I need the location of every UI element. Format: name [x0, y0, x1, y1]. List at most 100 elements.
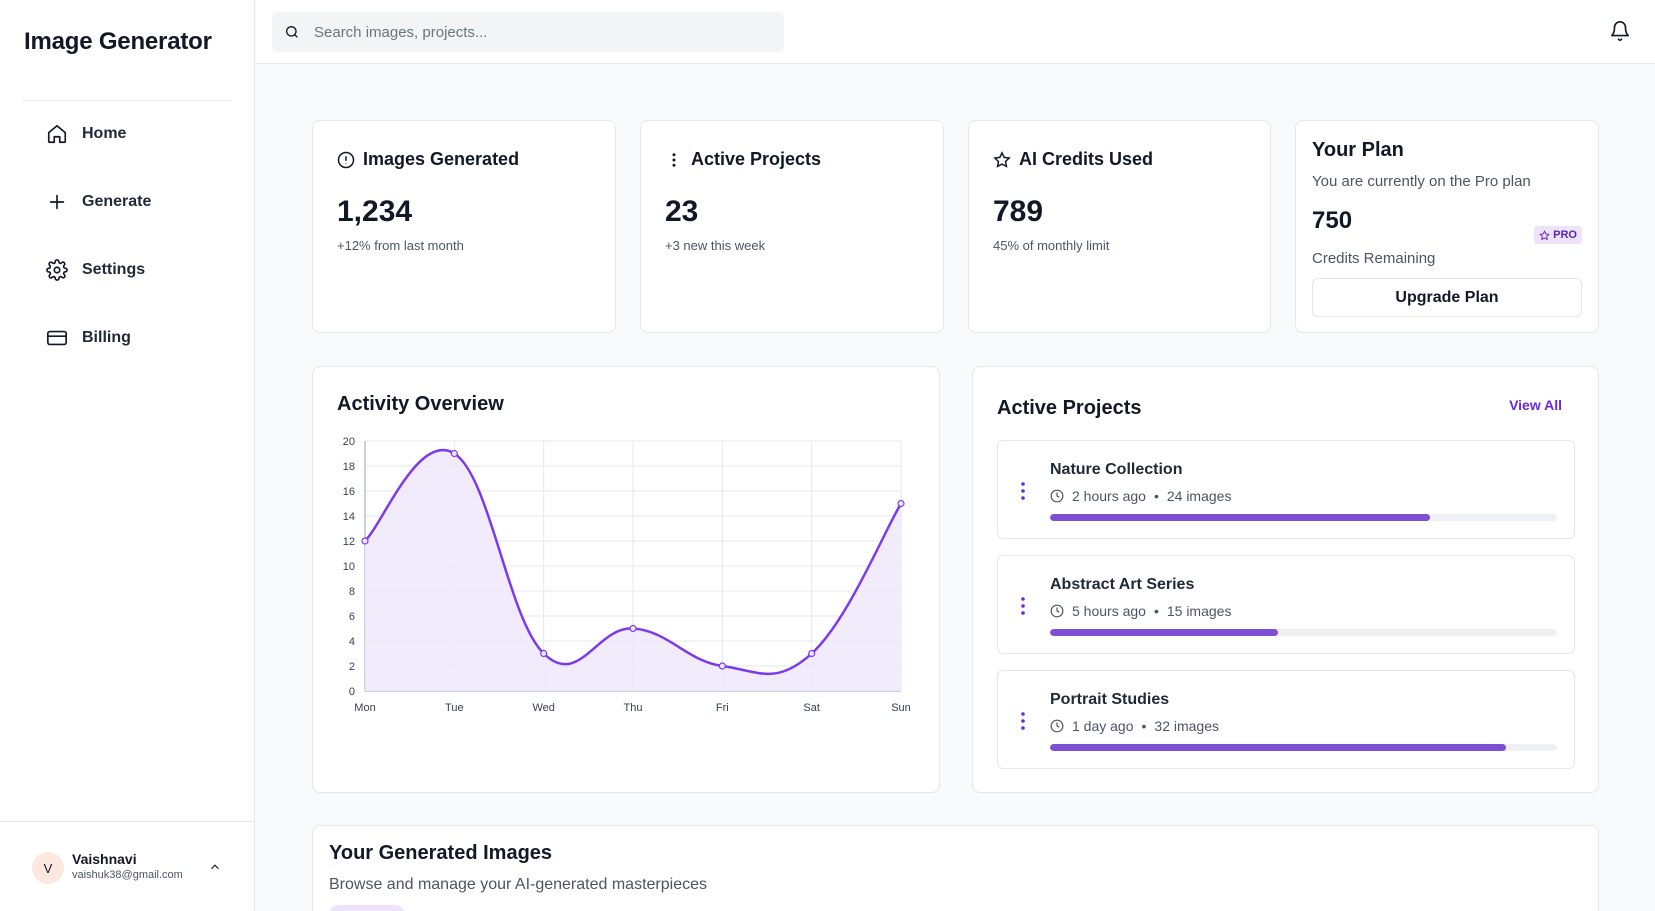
progress-fill — [1050, 744, 1507, 751]
app-title: Image Generator — [24, 28, 212, 55]
projects-title: Active Projects — [997, 397, 1142, 419]
sidebar-item-settings[interactable]: Settings — [23, 248, 231, 292]
data-point — [629, 624, 637, 633]
separator: • — [1153, 603, 1159, 619]
pro-badge: PRO — [1534, 226, 1582, 244]
upgrade-plan-button[interactable]: Upgrade Plan — [1312, 278, 1582, 317]
data-point — [897, 499, 905, 508]
home-icon — [47, 124, 67, 144]
user-menu[interactable]: V Vaishnavi vaishuk38@gmail.com — [0, 821, 255, 911]
project-image-count: 15 images — [1166, 603, 1232, 619]
projects-card: Active Projects View All Nature Collecti… — [972, 366, 1599, 793]
project-progress — [1050, 629, 1557, 636]
generated-title: Your Generated Images — [329, 842, 553, 864]
search-icon — [286, 26, 298, 38]
project-item[interactable]: Abstract Art Series 5 hours ago • 15 ima… — [997, 555, 1575, 654]
y-tick-label: 10 — [343, 561, 355, 573]
stat-value: 1,234 — [337, 195, 413, 228]
plan-description: You are currently on the Pro plan — [1312, 173, 1531, 190]
sidebar-item-label: Generate — [82, 193, 152, 210]
divider — [23, 100, 231, 101]
y-tick-label: 2 — [349, 661, 355, 673]
project-meta: 1 day ago • 32 images — [1050, 718, 1219, 734]
x-tick-label: Fri — [716, 702, 729, 714]
activity-chart: 0 2 4 6 8 10 12 14 16 18 20 Mon Tue Wed Thu Fri Sat Sun — [343, 436, 911, 714]
project-item[interactable]: Nature Collection 2 hours ago • 24 image… — [997, 440, 1575, 539]
x-tick-label: Sat — [803, 702, 820, 714]
stat-subtext: 45% of monthly limit — [993, 238, 1110, 253]
project-time: 2 hours ago — [1072, 488, 1146, 504]
x-tick-label: Mon — [354, 702, 375, 714]
stat-value: 789 — [993, 195, 1044, 228]
stat-title-text: Images Generated — [363, 149, 520, 169]
bell-icon[interactable] — [1609, 20, 1631, 42]
stat-card-projects: Active Projects 23 +3 new this week — [640, 120, 944, 333]
more-vertical-icon — [672, 152, 676, 167]
data-point — [718, 662, 726, 670]
search-box — [272, 12, 784, 52]
project-name: Abstract Art Series — [1050, 576, 1195, 593]
separator: • — [1153, 488, 1159, 504]
more-vertical-icon[interactable] — [1018, 596, 1028, 616]
y-tick-label: 4 — [349, 636, 355, 648]
activity-card: Activity Overview 0 2 4 6 8 10 12 14 16 18 20 Mon Tu… — [312, 366, 940, 793]
stat-subtext: +3 new this week — [665, 238, 766, 253]
project-time: 1 day ago — [1072, 718, 1134, 734]
plan-card: Your Plan You are currently on the Pro p… — [1295, 120, 1599, 333]
top-header — [256, 0, 1655, 64]
stat-title: AI Credits Used — [993, 149, 1153, 170]
sidebar-item-generate[interactable]: Generate — [23, 180, 231, 224]
more-vertical-icon[interactable] — [1018, 711, 1028, 731]
stat-value: 23 — [665, 195, 699, 228]
more-vertical-icon[interactable] — [1018, 481, 1028, 501]
area-fill — [365, 449, 901, 691]
y-tick-label: 6 — [349, 611, 355, 623]
credits-label: Credits Remaining — [1312, 250, 1436, 267]
sidebar: Image Generator Home Generate Settings B… — [0, 0, 255, 911]
project-image-count: 32 images — [1154, 718, 1219, 734]
view-all-link[interactable]: View All — [1509, 397, 1562, 413]
y-tick-label: 12 — [343, 536, 355, 548]
project-progress — [1050, 514, 1557, 521]
data-point — [361, 537, 369, 545]
x-tick-label: Wed — [532, 702, 554, 714]
clock-icon — [1050, 719, 1064, 733]
project-name: Nature Collection — [1050, 461, 1183, 478]
star-icon — [1539, 229, 1551, 240]
filter-tab[interactable] — [329, 905, 405, 911]
y-tick-label: 16 — [343, 486, 355, 498]
activity-title: Activity Overview — [337, 393, 504, 415]
sidebar-item-label: Home — [82, 125, 127, 142]
avatar: V — [32, 852, 64, 884]
x-tick-label: Thu — [624, 702, 643, 714]
plus-icon — [49, 194, 65, 210]
stat-card-credits: AI Credits Used 789 45% of monthly limit — [968, 120, 1271, 333]
y-tick-label: 8 — [349, 586, 355, 598]
project-progress — [1050, 744, 1557, 751]
project-meta: 5 hours ago • 15 images — [1050, 603, 1231, 619]
project-image-count: 24 images — [1166, 488, 1232, 504]
x-tick-label: Sun — [891, 702, 911, 714]
sidebar-item-label: Billing — [82, 329, 131, 346]
credits-remaining-value: 750 — [1312, 207, 1353, 234]
gear-icon — [46, 259, 68, 281]
stat-title-text: Active Projects — [691, 149, 822, 169]
clock-icon — [1050, 489, 1064, 503]
y-tick-label: 20 — [343, 436, 355, 448]
clock-icon — [1050, 604, 1064, 618]
badge-label: PRO — [1553, 229, 1577, 241]
data-point — [450, 449, 458, 458]
alert-circle-icon — [337, 151, 355, 168]
project-time: 5 hours ago — [1072, 603, 1146, 619]
progress-fill — [1050, 629, 1279, 636]
y-tick-label: 14 — [343, 511, 355, 523]
sidebar-item-home[interactable]: Home — [23, 112, 231, 156]
sidebar-item-billing[interactable]: Billing — [23, 316, 231, 360]
stat-card-images: Images Generated 1,234 +12% from last mo… — [312, 120, 616, 333]
credit-card-icon — [47, 330, 67, 346]
stat-subtext: +12% from last month — [337, 238, 464, 253]
project-item[interactable]: Portrait Studies 1 day ago • 32 images — [997, 670, 1575, 769]
search-input[interactable] — [314, 23, 754, 41]
chevron-up-icon[interactable] — [208, 860, 222, 874]
generated-images-card: Your Generated Images Browse and manage … — [312, 825, 1599, 911]
